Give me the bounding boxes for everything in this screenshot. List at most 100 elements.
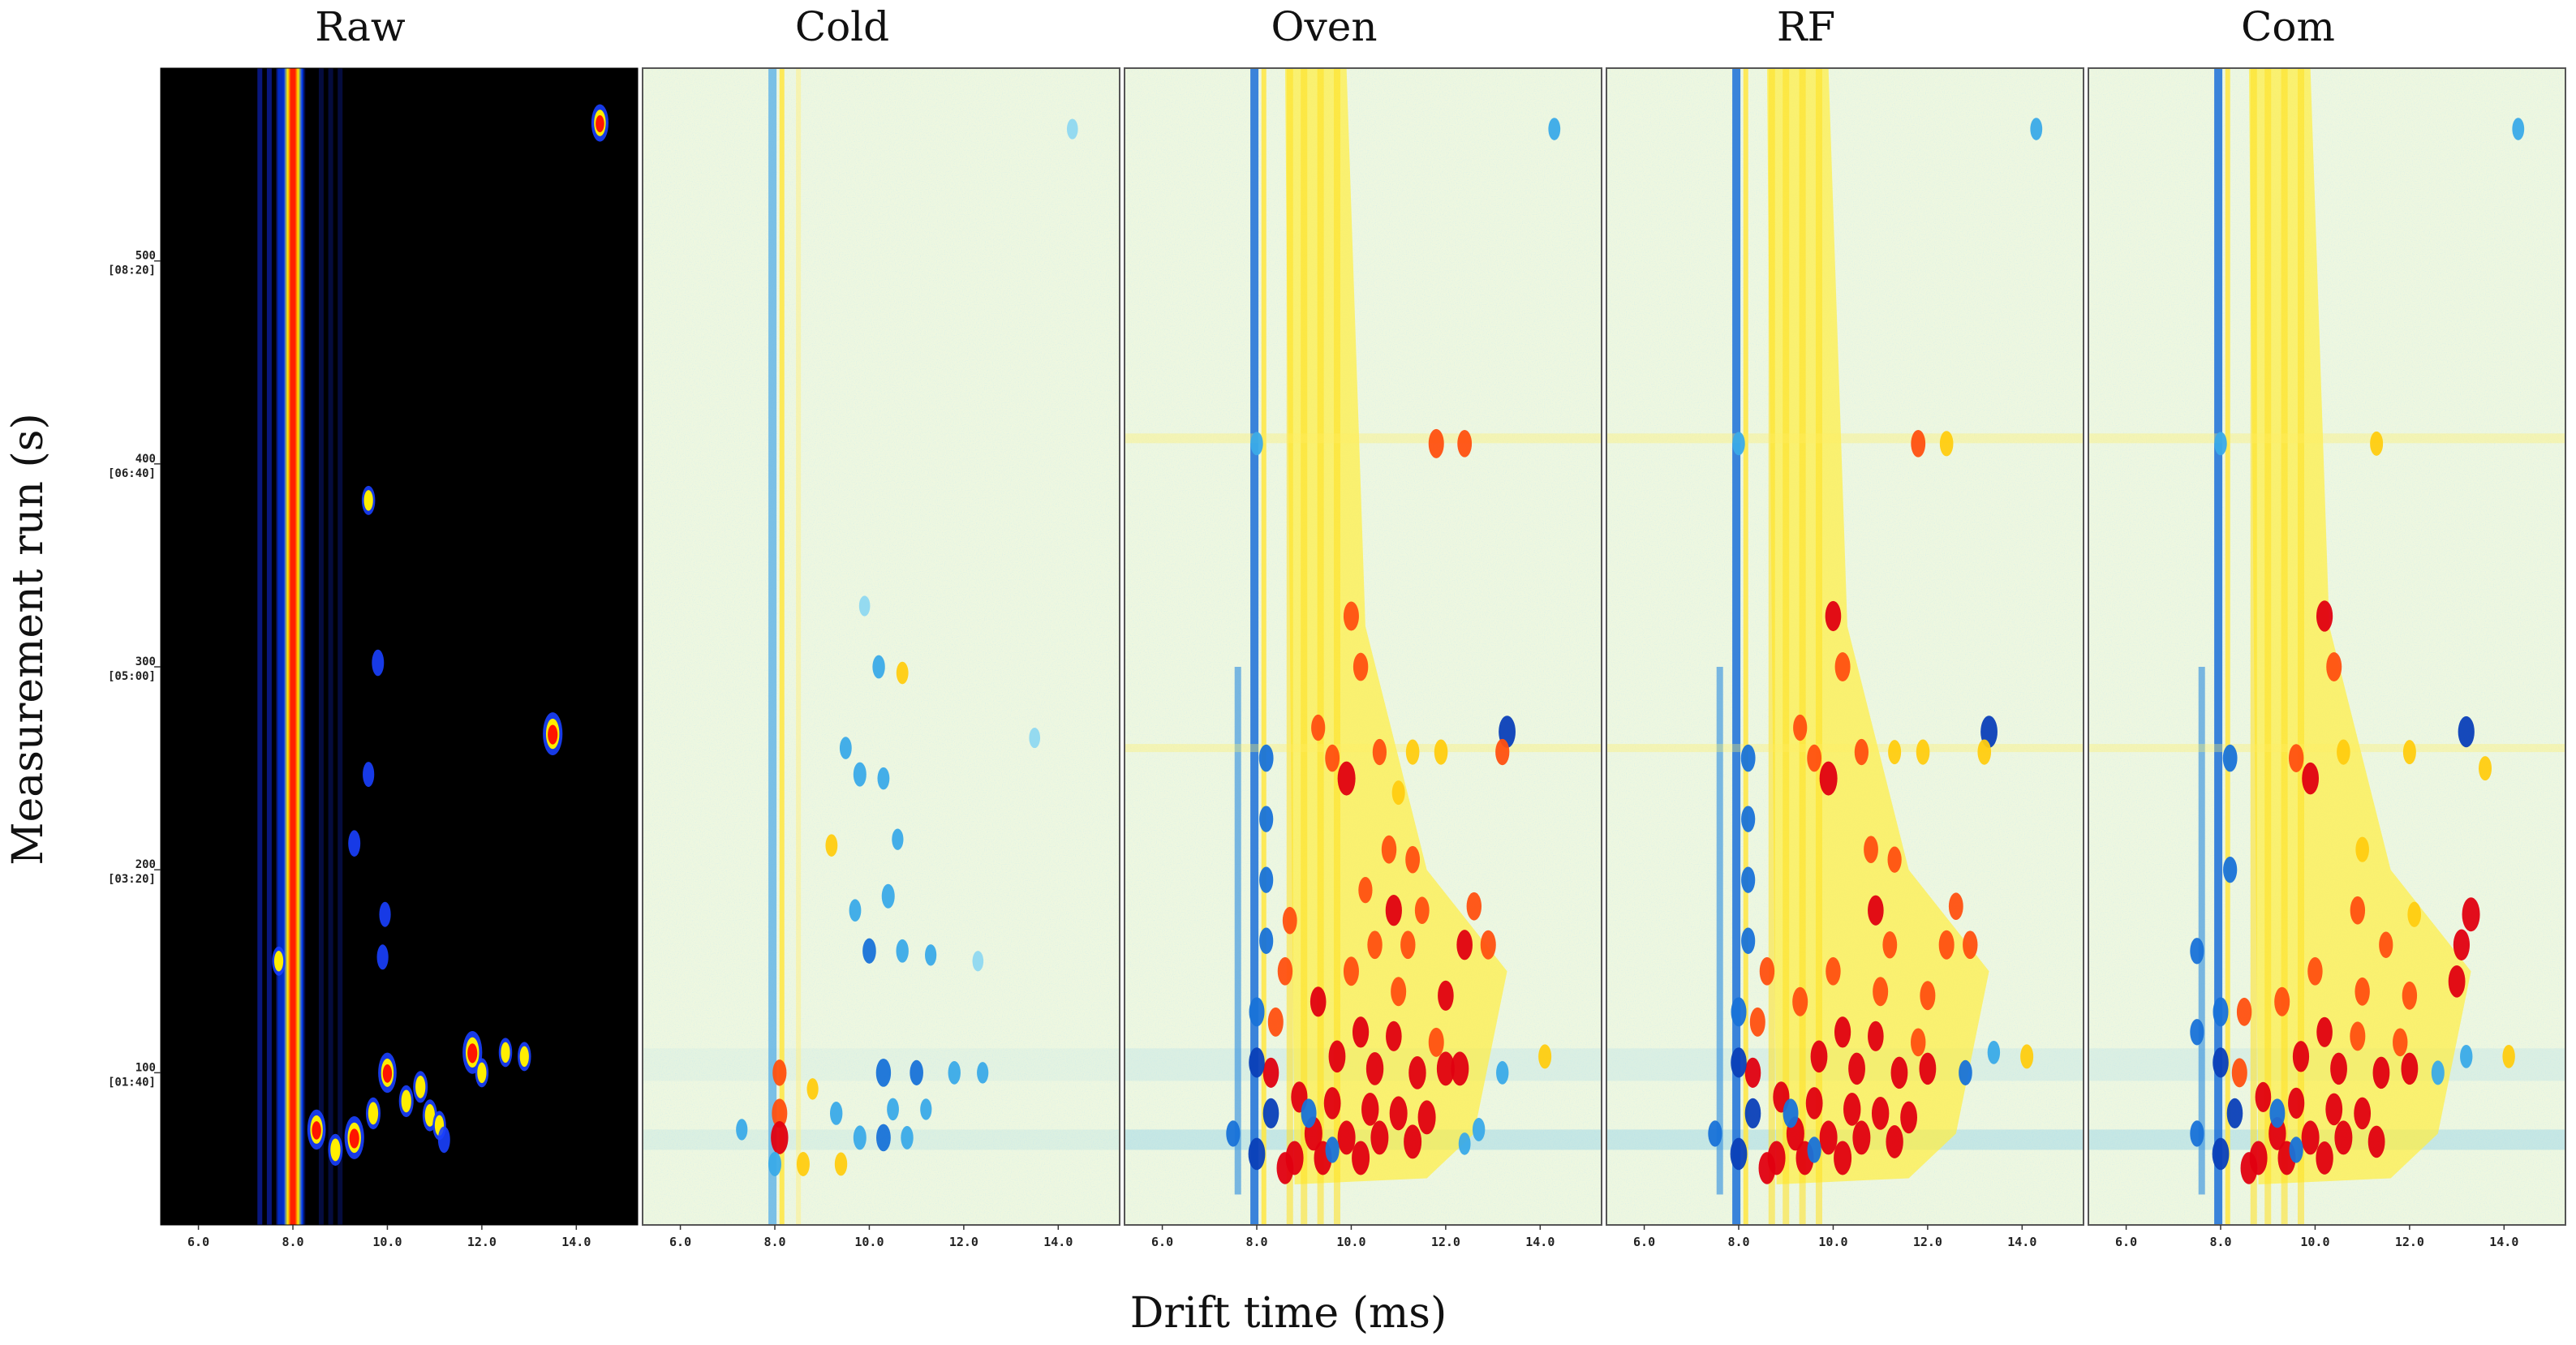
raw-spot	[398, 1085, 414, 1118]
x-tick-label: 10.0	[1336, 1235, 1365, 1249]
positive-spot	[1873, 977, 1889, 1007]
negative-spot	[2223, 856, 2238, 883]
panel-frame	[160, 67, 639, 1226]
panel-title: RF	[1777, 3, 1835, 50]
negative-spot	[875, 1058, 892, 1087]
positive-spot	[2367, 1125, 2385, 1158]
negative-spot	[1029, 727, 1041, 749]
panel-title: Raw	[315, 3, 406, 50]
positive-spot	[1310, 986, 1327, 1017]
positive-spot	[1890, 1056, 1908, 1089]
negative-spot	[849, 899, 862, 922]
positive-spot	[772, 1098, 788, 1128]
rip-stripe-negative	[1732, 68, 1741, 1225]
raw-spot	[437, 1126, 450, 1154]
positive-spot	[1358, 877, 1373, 904]
positive-spot	[2292, 1041, 2310, 1072]
negative-spot	[1741, 927, 1756, 954]
x-tick-label: 10.0	[1818, 1235, 1847, 1249]
negative-spot	[881, 883, 895, 909]
raw-spot	[376, 944, 389, 970]
raw-spot	[413, 1071, 428, 1103]
negative-spot	[1548, 118, 1561, 140]
drift-streak	[1815, 68, 1822, 1225]
negative-spot	[2214, 432, 2227, 456]
positive-spot	[1352, 1141, 1370, 1175]
positive-spot	[2462, 897, 2480, 932]
x-tick-label: 10.0	[854, 1235, 884, 1249]
x-tick-label: 8.0	[763, 1235, 785, 1249]
negative-spot	[1987, 1040, 2001, 1064]
x-tick-label: 14.0	[2007, 1235, 2036, 1249]
positive-spot	[1852, 1120, 1871, 1155]
negative-spot	[1741, 866, 1756, 893]
panel-rf: RF 6.0 8.0 10.0 12.0 14.0	[1606, 3, 2084, 1249]
rip-stripe-negative	[2198, 667, 2205, 1195]
x-tick-label: 8.0	[2209, 1235, 2231, 1249]
positive-spot	[2337, 739, 2350, 765]
panel-title: Oven	[1271, 3, 1377, 50]
positive-spot	[1277, 956, 1293, 986]
positive-spot	[1457, 430, 1473, 458]
negative-spot	[2431, 1060, 2445, 1085]
drift-streak	[318, 68, 324, 1225]
x-tick-label: 14.0	[1525, 1235, 1555, 1249]
negative-spot	[948, 1060, 961, 1085]
negative-spot	[2512, 118, 2525, 140]
y-tick-time-label: [05:00]	[108, 670, 156, 683]
positive-spot	[772, 1059, 787, 1086]
negative-spot	[1249, 1047, 1265, 1078]
x-tick-label: 14.0	[561, 1235, 591, 1249]
rip-stripe-positive	[2225, 68, 2230, 1225]
positive-spot	[1495, 738, 1510, 766]
positive-spot	[2302, 762, 2320, 795]
rip-stripe-negative	[768, 68, 777, 1225]
positive-spot	[1405, 845, 1421, 874]
negative-spot	[925, 944, 937, 966]
raw-spot	[378, 1052, 397, 1094]
negative-spot	[1226, 1120, 1241, 1147]
positive-spot	[1826, 956, 1841, 986]
positive-spot	[1428, 428, 1444, 458]
raw-spot	[372, 649, 385, 677]
positive-spot	[825, 834, 838, 857]
x-tick-label: 8.0	[1727, 1235, 1749, 1249]
drift-streak	[1768, 68, 1775, 1225]
x-tick-label: 6.0	[1151, 1235, 1173, 1249]
positive-spot	[834, 1152, 848, 1176]
x-tick-label: 14.0	[2489, 1235, 2518, 1249]
negative-spot	[1731, 997, 1747, 1027]
positive-spot	[806, 1078, 819, 1100]
drift-streak	[796, 68, 802, 1225]
positive-spot	[1311, 714, 1326, 741]
x-tick-label: 10.0	[372, 1235, 402, 1249]
negative-spot	[1262, 1098, 1279, 1129]
x-tick-label: 8.0	[282, 1235, 303, 1249]
positive-spot	[1414, 896, 1430, 925]
positive-spot	[1325, 744, 1340, 772]
positive-spot	[1810, 1040, 1828, 1073]
x-tick-label: 12.0	[467, 1235, 497, 1249]
noise-band	[1125, 744, 1602, 753]
panel-oven: Oven 6.0 8.0 10.0 12.0 14.0	[1124, 3, 1602, 1249]
positive-spot	[2307, 956, 2323, 986]
heatmap-cold	[643, 68, 1120, 1225]
positive-spot	[1391, 780, 1405, 806]
positive-spot	[1456, 930, 1473, 960]
positive-spot	[1793, 714, 1808, 741]
positive-spot	[1370, 1120, 1389, 1155]
positive-spot	[2402, 740, 2416, 765]
y-axis-title: Measurement run (s)	[4, 413, 53, 865]
negative-spot	[839, 737, 852, 759]
positive-spot	[1871, 1097, 1890, 1130]
drift-streak	[1783, 68, 1790, 1225]
positive-spot	[1938, 930, 1955, 960]
positive-spot	[1353, 652, 1369, 681]
drift-streak	[1301, 68, 1308, 1225]
noise-band	[1125, 433, 1602, 444]
negative-spot	[972, 951, 984, 972]
noise-band	[2088, 433, 2565, 444]
negative-spot	[1807, 1137, 1821, 1163]
positive-spot	[2370, 431, 2384, 456]
drift-streak	[1317, 68, 1324, 1225]
